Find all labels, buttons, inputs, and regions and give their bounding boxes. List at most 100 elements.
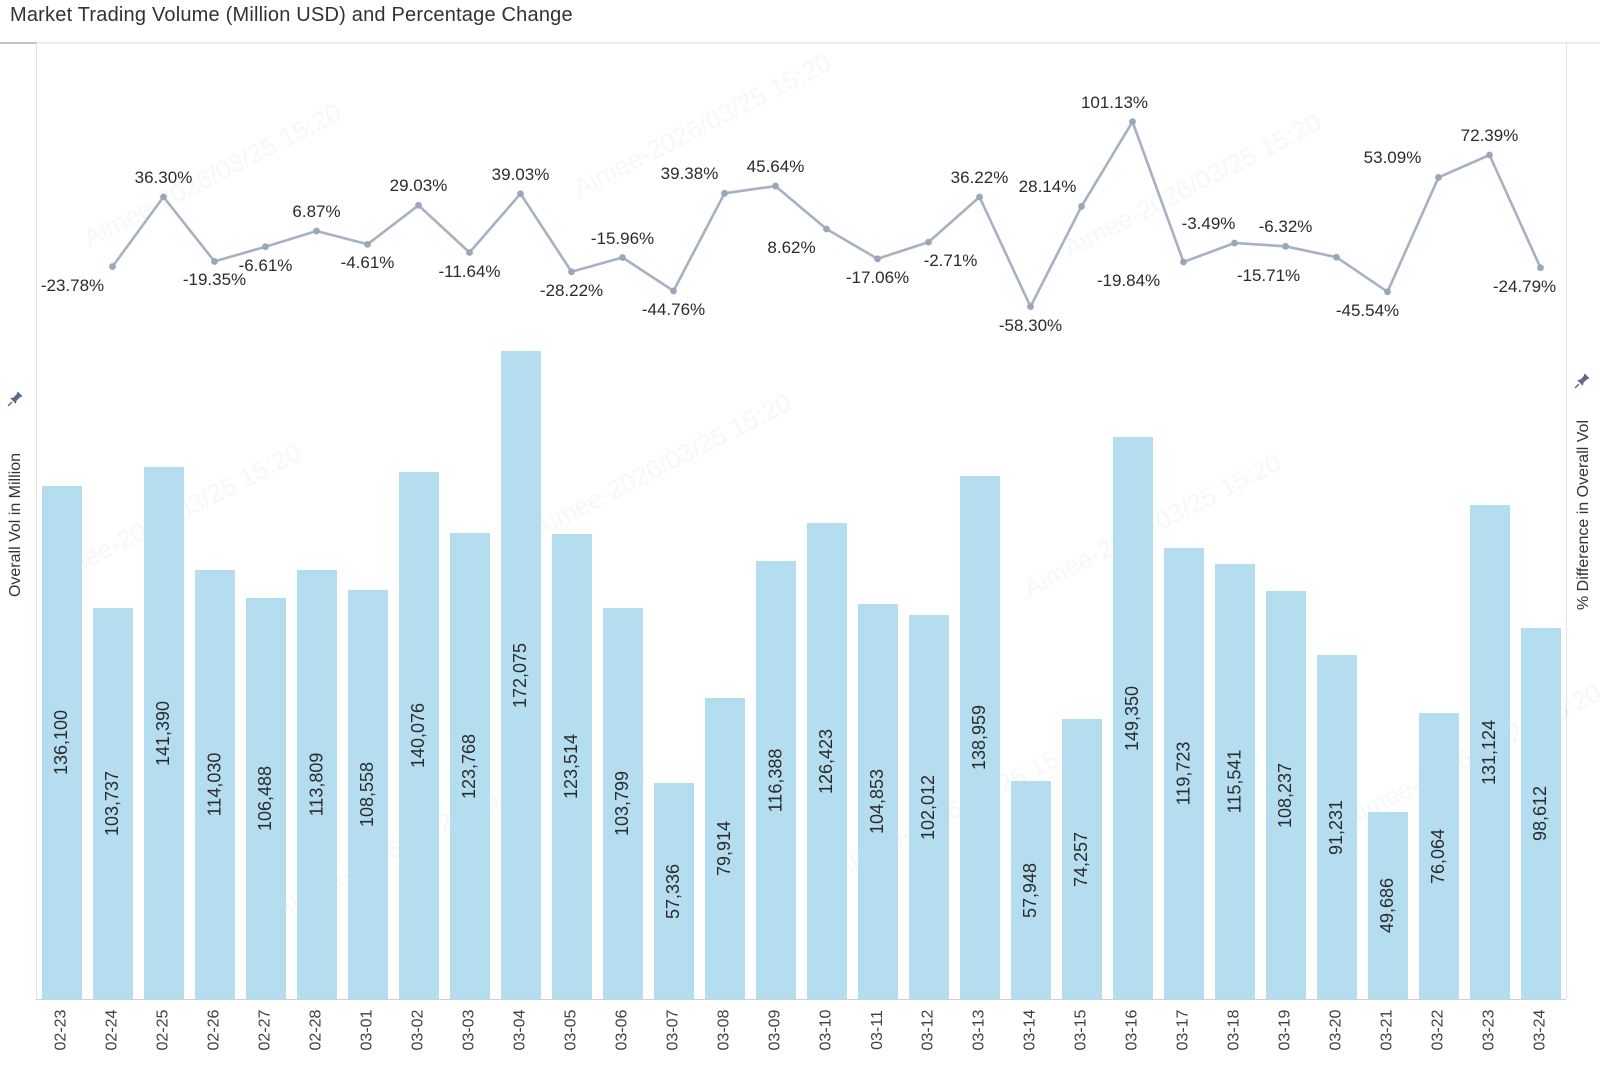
- bar-03-01[interactable]: [348, 590, 388, 999]
- bar-03-04[interactable]: [501, 351, 541, 999]
- x-axis-label-03-14[interactable]: 03-14: [1021, 1009, 1039, 1051]
- bar-03-13[interactable]: [960, 476, 1000, 999]
- line-point-03-10[interactable]: [823, 225, 830, 233]
- x-axis-label-03-09[interactable]: 03-09: [766, 1009, 784, 1051]
- x-axis-label-03-01[interactable]: 03-01: [358, 1009, 376, 1051]
- bar-02-28[interactable]: [297, 570, 337, 999]
- bar-03-08[interactable]: [705, 698, 745, 999]
- line-point-03-24[interactable]: [1537, 264, 1544, 272]
- x-axis-label-02-24[interactable]: 02-24: [103, 1009, 121, 1051]
- x-axis-label-wrap: 03-16: [1107, 1003, 1159, 1057]
- line-point-03-06[interactable]: [619, 254, 626, 261]
- x-axis-label-03-03[interactable]: 03-03: [460, 1009, 478, 1051]
- line-point-02-25[interactable]: [160, 193, 167, 201]
- bar-03-23[interactable]: [1470, 505, 1510, 999]
- x-axis-label-03-19[interactable]: 03-19: [1276, 1009, 1294, 1051]
- x-axis-label-02-28[interactable]: 02-28: [307, 1009, 325, 1051]
- bar-03-14[interactable]: [1011, 781, 1051, 999]
- line-point-03-17[interactable]: [1180, 258, 1187, 266]
- bar-03-20[interactable]: [1317, 655, 1357, 999]
- line-point-03-19[interactable]: [1282, 242, 1289, 250]
- x-axis-label-03-22[interactable]: 03-22: [1429, 1009, 1447, 1051]
- bar-02-25[interactable]: [144, 467, 184, 999]
- line-point-03-20[interactable]: [1333, 253, 1340, 261]
- x-axis-label-03-10[interactable]: 03-10: [817, 1009, 835, 1051]
- bar-03-02[interactable]: [399, 472, 439, 999]
- x-axis-label-03-23[interactable]: 03-23: [1480, 1009, 1498, 1051]
- x-axis-label-wrap: 03-19: [1260, 1003, 1312, 1057]
- line-point-03-14[interactable]: [1027, 303, 1034, 311]
- x-axis-label-03-11[interactable]: 03-11: [868, 1010, 886, 1050]
- x-axis-label-03-12[interactable]: 03-12: [919, 1009, 937, 1051]
- line-point-03-01[interactable]: [364, 240, 371, 248]
- bar-03-18[interactable]: [1215, 564, 1255, 999]
- x-axis-label-03-04[interactable]: 03-04: [511, 1009, 529, 1051]
- x-axis-label-wrap: 03-23: [1464, 1003, 1516, 1057]
- x-axis-label-03-15[interactable]: 03-15: [1072, 1009, 1090, 1051]
- pin-icon[interactable]: [7, 390, 24, 407]
- line-point-02-26[interactable]: [211, 258, 218, 265]
- bar-03-05[interactable]: [552, 534, 592, 999]
- line-value-label: -19.35%: [182, 270, 247, 290]
- x-axis-label-03-20[interactable]: 03-20: [1327, 1009, 1345, 1051]
- bar-03-21[interactable]: [1368, 812, 1408, 999]
- bar-03-09[interactable]: [756, 561, 796, 999]
- line-point-03-15[interactable]: [1078, 202, 1085, 210]
- line-point-03-18[interactable]: [1231, 239, 1238, 247]
- x-axis-label-wrap: 02-26: [189, 1003, 241, 1057]
- x-axis-label-03-18[interactable]: 03-18: [1225, 1009, 1243, 1051]
- line-point-03-05[interactable]: [568, 268, 575, 276]
- bar-03-03[interactable]: [450, 533, 490, 999]
- line-point-03-21[interactable]: [1384, 288, 1391, 296]
- line-value-label: 36.22%: [950, 167, 1009, 187]
- line-point-03-03[interactable]: [466, 249, 473, 256]
- line-point-03-23[interactable]: [1486, 151, 1493, 159]
- line-point-03-22[interactable]: [1435, 174, 1442, 181]
- x-axis-label-03-06[interactable]: 03-06: [613, 1009, 631, 1051]
- x-axis-label-03-07[interactable]: 03-07: [664, 1009, 682, 1051]
- x-axis-label-03-05[interactable]: 03-05: [562, 1009, 580, 1051]
- line-value-label: -58.30%: [998, 315, 1063, 335]
- line-point-03-08[interactable]: [721, 189, 728, 197]
- x-axis-label-03-21[interactable]: 03-21: [1378, 1009, 1396, 1051]
- bar-03-22[interactable]: [1419, 713, 1459, 999]
- bar-03-11[interactable]: [858, 604, 898, 999]
- x-axis-label-03-17[interactable]: 03-17: [1174, 1009, 1192, 1051]
- bar-03-19[interactable]: [1266, 591, 1306, 999]
- x-axis-label-03-13[interactable]: 03-13: [970, 1009, 988, 1051]
- line-point-03-02[interactable]: [415, 201, 422, 209]
- line-point-03-09[interactable]: [772, 182, 779, 190]
- bar-03-07[interactable]: [654, 783, 694, 999]
- line-point-02-24[interactable]: [109, 263, 116, 270]
- right-axis-title-wrap: % Difference in Overall Vol: [1567, 290, 1600, 740]
- line-point-02-27[interactable]: [262, 243, 269, 251]
- line-point-03-13[interactable]: [976, 193, 983, 201]
- x-axis-label-03-02[interactable]: 03-02: [409, 1009, 427, 1051]
- pin-icon[interactable]: [1574, 372, 1591, 389]
- line-point-03-04[interactable]: [517, 190, 524, 198]
- x-axis-label-02-23[interactable]: 02-23: [52, 1009, 70, 1051]
- bar-03-15[interactable]: [1062, 719, 1102, 999]
- x-axis-label-03-16[interactable]: 03-16: [1123, 1009, 1141, 1051]
- line-point-02-28[interactable]: [313, 227, 320, 235]
- bar-03-06[interactable]: [603, 608, 643, 999]
- x-axis-label-02-26[interactable]: 02-26: [205, 1009, 223, 1051]
- x-axis-label-02-27[interactable]: 02-27: [256, 1009, 274, 1051]
- line-point-03-07[interactable]: [670, 287, 677, 295]
- bar-02-27[interactable]: [246, 598, 286, 999]
- bar-03-12[interactable]: [909, 615, 949, 999]
- bar-03-16[interactable]: [1113, 437, 1153, 999]
- line-value-label: -44.76%: [641, 299, 706, 319]
- x-axis-label-03-08[interactable]: 03-08: [715, 1009, 733, 1051]
- bar-02-26[interactable]: [195, 570, 235, 999]
- x-axis-label-02-25[interactable]: 02-25: [154, 1009, 172, 1051]
- bar-03-10[interactable]: [807, 523, 847, 999]
- x-axis-label-03-24[interactable]: 03-24: [1531, 1009, 1549, 1051]
- bar-02-23[interactable]: [42, 486, 82, 999]
- bar-03-17[interactable]: [1164, 548, 1204, 999]
- line-point-03-11[interactable]: [874, 255, 881, 263]
- line-point-03-12[interactable]: [925, 238, 932, 246]
- bar-02-24[interactable]: [93, 608, 133, 999]
- bar-03-24[interactable]: [1521, 628, 1561, 999]
- line-point-03-16[interactable]: [1129, 118, 1136, 126]
